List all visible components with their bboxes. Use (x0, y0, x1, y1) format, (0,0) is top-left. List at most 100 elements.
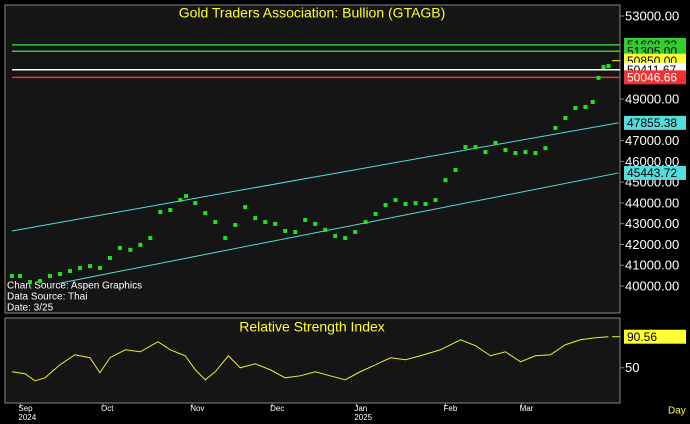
price-dot (313, 221, 318, 226)
y-tick-label: 44000.00 (625, 195, 679, 210)
chart-title: Gold Traders Association: Bullion (GTAGB… (179, 5, 446, 21)
price-dot (563, 115, 568, 120)
annotation: Date: 3/25 (7, 303, 54, 314)
y-tick-label: 49000.00 (625, 92, 679, 107)
x-unit-label: Day (668, 406, 686, 417)
price-dot (493, 140, 498, 145)
price-dot (383, 203, 388, 208)
price-dot (97, 265, 102, 270)
x-tick-label: Oct (101, 404, 114, 413)
price-dot (543, 146, 548, 151)
trend-line (11, 122, 619, 232)
trend-label-box (624, 165, 686, 180)
price-dot (323, 227, 328, 232)
y-tick-label: 43000.00 (625, 216, 679, 231)
x-tick-label: Feb (443, 404, 457, 413)
y-tick-label: 47000.00 (625, 133, 679, 148)
price-dot (107, 255, 112, 260)
price-dot (523, 150, 528, 155)
price-dot (17, 274, 22, 279)
price-dot (148, 236, 153, 241)
price-dot (57, 271, 62, 276)
price-dot (9, 274, 14, 279)
price-dot (47, 274, 52, 279)
price-dot (223, 236, 228, 241)
price-dot (601, 65, 606, 70)
price-dot (596, 75, 601, 80)
level-label-box (624, 70, 686, 85)
y-tick-label: 50 (625, 360, 639, 375)
price-dot (67, 269, 72, 274)
rsi-title: Relative Strength Index (239, 319, 385, 335)
annotation: Data Source: Thai (7, 292, 87, 303)
price-dot (178, 198, 183, 203)
price-dot (37, 279, 42, 284)
price-dot (463, 145, 468, 150)
price-dot (283, 228, 288, 233)
price-dot (203, 211, 208, 216)
price-dot (373, 211, 378, 216)
price-dot (273, 221, 278, 226)
trend-label: 45443.72 (627, 166, 677, 180)
last-value-label: 90.56 (627, 330, 657, 344)
price-dot (343, 236, 348, 241)
price-dot (263, 220, 268, 225)
price-dot (293, 230, 298, 235)
price-dot (433, 198, 438, 203)
x-tick-label: Jan (354, 404, 367, 413)
price-dot (168, 207, 173, 212)
price-dot (233, 222, 238, 227)
price-dot (443, 178, 448, 183)
level-label: 50046.66 (627, 71, 677, 85)
x-tick-label: Dec (270, 404, 284, 413)
price-dot (503, 147, 508, 152)
annotation: Chart Source: Aspen Graphics (7, 281, 142, 292)
price-dot (333, 233, 338, 238)
price-dot (117, 245, 122, 250)
price-dot (363, 220, 368, 225)
price-dot (393, 198, 398, 203)
price-dot (513, 151, 518, 156)
price-dot (77, 265, 82, 270)
last-value-label-box (624, 329, 686, 344)
y-tick-label: 46000.00 (625, 154, 679, 169)
price-dot (253, 216, 258, 221)
price-dot (473, 145, 478, 150)
trend-line (59, 172, 619, 284)
price-dot (583, 104, 588, 109)
price-dot (128, 247, 133, 252)
price-dot (453, 167, 458, 172)
year-label: 2025 (354, 413, 372, 422)
price-dot (573, 106, 578, 111)
price-dot (353, 230, 358, 235)
y-tick-label: 40000.00 (625, 278, 679, 293)
price-dot (303, 217, 308, 222)
trend-label-box (624, 115, 686, 130)
price-dot (483, 150, 488, 155)
y-tick-label: 53000.00 (625, 8, 679, 23)
trend-label: 47855.38 (627, 116, 677, 130)
price-dot (590, 99, 595, 104)
x-tick-label: Mar (520, 404, 534, 413)
price-dot (158, 210, 163, 215)
price-dot (606, 64, 611, 69)
y-tick-label: 41000.00 (625, 258, 679, 273)
price-dot (243, 205, 248, 210)
price-panel (4, 4, 621, 314)
price-dot (184, 194, 189, 199)
price-dot (27, 280, 32, 285)
x-tick-label: Sep (18, 404, 33, 413)
price-dot (533, 151, 538, 156)
price-dot (87, 264, 92, 269)
price-dot (403, 201, 408, 206)
year-label: 2024 (18, 413, 36, 422)
x-tick-label: Nov (190, 404, 204, 413)
price-dot (413, 201, 418, 206)
rsi-line (11, 336, 609, 382)
price-dot (423, 201, 428, 206)
price-dot (213, 220, 218, 225)
price-dot (138, 242, 143, 247)
price-dot (553, 125, 558, 130)
price-dot (193, 201, 198, 206)
